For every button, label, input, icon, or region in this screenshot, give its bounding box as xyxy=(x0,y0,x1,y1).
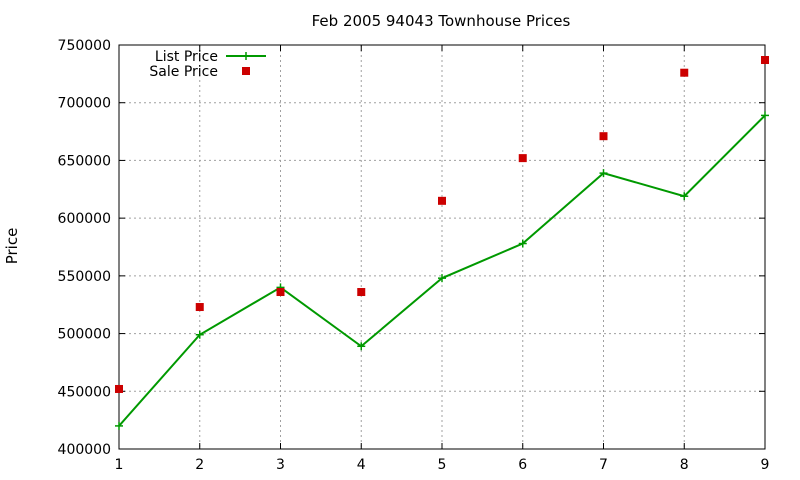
x-tick-label: 8 xyxy=(680,457,689,473)
data-point xyxy=(195,330,204,339)
x-tick-label: 5 xyxy=(438,457,447,473)
legend-entry: List Price xyxy=(155,49,266,65)
x-tick-label: 7 xyxy=(599,457,608,473)
data-point xyxy=(599,169,608,178)
data-point xyxy=(357,288,366,297)
y-tick-label: 700000 xyxy=(58,96,111,112)
y-tick-label: 550000 xyxy=(58,269,111,285)
data-point xyxy=(599,132,608,141)
x-tick-label: 6 xyxy=(518,457,527,473)
data-point xyxy=(518,154,527,163)
data-point xyxy=(115,421,123,430)
legend-cross-marker xyxy=(242,52,250,60)
grid-lines xyxy=(119,45,765,449)
y-tick-label: 500000 xyxy=(58,327,111,343)
y-axis-label: Price xyxy=(3,228,21,265)
axis-ticks: 400000 450000 500000 550000 600000 650000 7000… xyxy=(58,38,770,473)
data-point xyxy=(276,288,285,297)
legend-entry: Sale Price xyxy=(149,64,250,80)
x-tick-label: 2 xyxy=(195,457,204,473)
data-point xyxy=(357,342,366,351)
data-point xyxy=(680,68,689,77)
data-point xyxy=(438,196,446,205)
plot-frame xyxy=(118,44,766,450)
x-tick-label: 9 xyxy=(761,457,770,473)
y-tick-label: 750000 xyxy=(58,38,111,54)
legend-label: List Price xyxy=(155,49,218,65)
plot-series xyxy=(115,56,769,430)
y-tick-label: 450000 xyxy=(58,384,111,400)
x-tick-label: 3 xyxy=(276,457,285,473)
legend-square-marker xyxy=(242,67,250,75)
data-point xyxy=(115,384,123,393)
chart-title: Feb 2005 94043 Townhouse Prices xyxy=(312,12,571,30)
data-point xyxy=(518,239,527,248)
y-tick-label: 400000 xyxy=(58,442,111,458)
data-point xyxy=(761,56,769,65)
data-point xyxy=(438,274,446,283)
data-point xyxy=(195,303,204,312)
data-point xyxy=(761,111,769,120)
x-tick-label: 1 xyxy=(115,457,124,473)
y-tick-label: 600000 xyxy=(58,211,111,227)
x-tick-label: 4 xyxy=(357,457,366,473)
legend-label: Sale Price xyxy=(149,64,218,80)
series-sale-price xyxy=(115,56,769,393)
data-point xyxy=(680,192,689,201)
y-tick-label: 650000 xyxy=(58,153,111,169)
